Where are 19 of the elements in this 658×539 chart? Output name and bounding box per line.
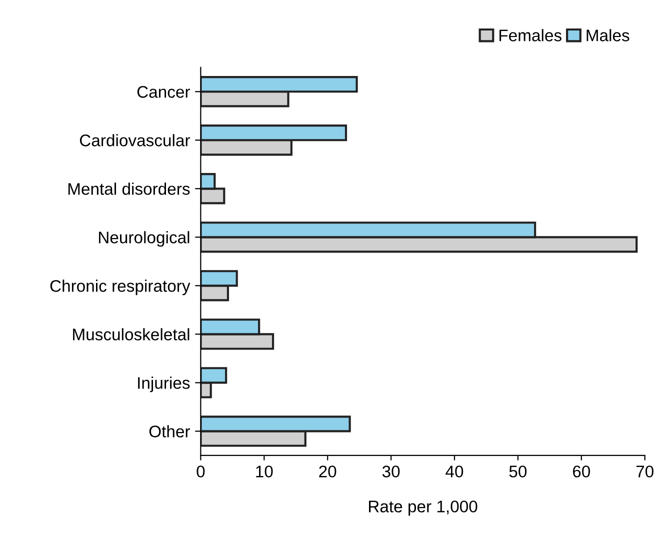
y-tick-label: Neurological	[99, 231, 190, 247]
x-tick-label: 50	[509, 466, 527, 478]
x-tick-label: 30	[382, 466, 400, 478]
legend-label: Males	[586, 29, 630, 42]
x-axis-title: Rate per 1,000	[369, 500, 478, 516]
x-tick-label: 0	[196, 466, 205, 478]
x-tick-label: 10	[256, 466, 273, 478]
y-tick-label: Other	[149, 425, 190, 438]
y-tick-label: Mental disorders	[68, 182, 190, 195]
x-tick-label: 20	[319, 466, 336, 478]
y-tick-label: Injuries	[138, 376, 190, 392]
x-tick-label: 40	[446, 466, 464, 478]
y-tick-label: Chronic respiratory	[50, 280, 190, 296]
y-tick-label: Cardiovascular	[80, 134, 190, 146]
y-tick-label: Cancer	[137, 86, 190, 98]
x-tick-label: 70	[636, 466, 654, 478]
y-tick-label: Musculoskeletal	[73, 328, 190, 340]
legend-label: Females	[500, 29, 562, 42]
x-tick-label: 60	[572, 466, 590, 478]
